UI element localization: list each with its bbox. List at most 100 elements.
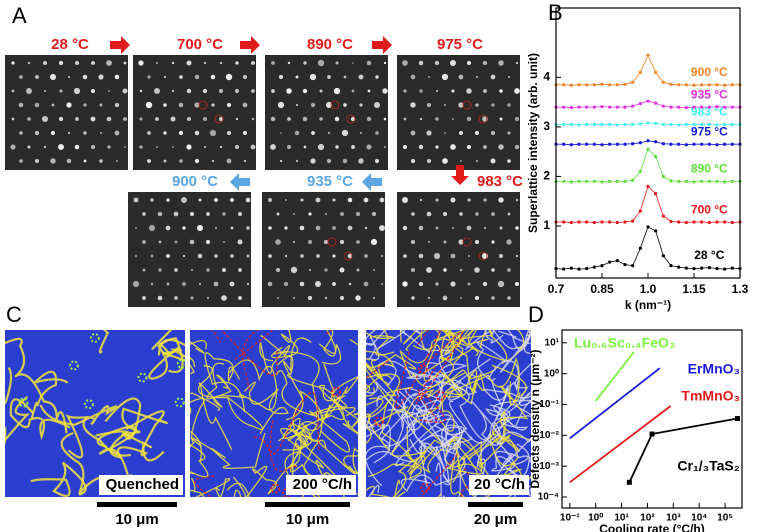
diffraction-spot xyxy=(355,295,361,301)
data-point xyxy=(631,142,635,146)
data-point xyxy=(631,219,635,223)
diffraction-spot xyxy=(403,117,407,121)
diffraction-spot xyxy=(410,158,416,164)
diffraction-spot xyxy=(230,198,234,202)
diffraction-spot xyxy=(426,102,432,108)
data-point xyxy=(707,265,711,270)
diffraction-spot xyxy=(442,158,448,164)
domain-wall xyxy=(485,330,518,350)
domain-wall xyxy=(14,345,68,434)
image-bg xyxy=(133,55,256,170)
panel-label: C xyxy=(6,302,22,327)
diffraction-spot xyxy=(203,61,207,65)
domain-wall xyxy=(275,369,351,453)
diffraction-spot xyxy=(482,116,488,122)
diffraction-spot xyxy=(316,254,320,258)
data-point xyxy=(707,83,711,87)
data-point xyxy=(585,83,589,87)
data-point xyxy=(600,143,604,147)
diffraction-spot xyxy=(165,225,171,231)
domain-wall xyxy=(394,418,463,467)
scale-bar xyxy=(97,502,177,507)
superlattice-marker xyxy=(478,251,488,261)
data-point xyxy=(730,122,734,127)
data-point xyxy=(577,123,581,127)
data-point xyxy=(600,104,604,109)
data-point xyxy=(608,83,612,87)
domain-wall xyxy=(198,365,264,430)
diffraction-spot xyxy=(515,226,519,230)
diffraction-spot xyxy=(514,116,520,122)
diffraction-spot xyxy=(426,130,432,136)
diffraction-spot xyxy=(214,254,218,258)
data-point xyxy=(654,155,658,159)
diffraction-spot xyxy=(280,132,282,134)
diffraction-spot xyxy=(450,281,456,287)
data-point xyxy=(585,179,589,183)
vortex-core xyxy=(417,364,428,375)
diffraction-spot xyxy=(83,103,87,107)
data-point xyxy=(600,220,604,224)
diffraction-spot xyxy=(277,101,285,109)
diffraction-spot xyxy=(206,212,210,216)
diffraction-spot xyxy=(299,225,305,231)
diffraction-spot xyxy=(451,226,455,230)
diffraction-spot xyxy=(211,159,215,163)
diffraction-spot xyxy=(418,225,424,231)
data-point xyxy=(623,179,627,183)
diffraction-spot xyxy=(314,280,322,288)
superlattice-marker xyxy=(330,100,340,110)
data-point xyxy=(692,266,696,271)
diffraction-spot xyxy=(467,282,471,286)
diffraction-spot xyxy=(339,267,345,273)
data-point xyxy=(669,105,673,109)
domain-wall xyxy=(318,330,342,365)
domain-wall xyxy=(260,330,299,357)
series-label: TmMnO₃ xyxy=(681,388,740,404)
y-tick-label: 10⁰ xyxy=(544,368,559,379)
diffraction-spot xyxy=(335,61,339,65)
data-point xyxy=(608,122,612,127)
y-tick-label: 10¹ xyxy=(545,337,560,348)
domain-wall xyxy=(198,382,246,451)
superlattice-marker xyxy=(462,237,472,247)
diffraction-spot xyxy=(267,197,273,203)
data-point xyxy=(707,105,711,109)
data-point xyxy=(585,142,589,146)
domain-wall xyxy=(190,364,221,411)
diffraction-spot xyxy=(474,267,480,273)
data-point xyxy=(715,123,719,127)
diffraction-spot xyxy=(74,144,80,150)
vortex-core xyxy=(68,360,79,371)
domain-wall xyxy=(377,330,461,392)
diffraction-spot xyxy=(444,132,446,134)
x-axis-label: Cooling rate (°C/h) xyxy=(599,522,704,532)
diffraction-spot xyxy=(482,60,488,66)
diffraction-spot xyxy=(428,241,430,243)
data-point xyxy=(592,142,596,146)
diffraction-spot xyxy=(324,296,328,300)
vortex-core xyxy=(270,483,281,494)
vortex-core xyxy=(331,386,342,397)
y-tick-label: 10⁻⁴ xyxy=(538,492,559,503)
diffraction-spot xyxy=(363,281,369,287)
diffraction-spot xyxy=(278,74,284,80)
diffraction-spot xyxy=(499,89,503,93)
diffraction-spot xyxy=(426,267,432,273)
diffraction-spot xyxy=(363,197,369,203)
diffraction-spot xyxy=(515,282,519,286)
diffraction-spot xyxy=(196,224,204,232)
domain-wall xyxy=(190,444,206,462)
diffraction-spot xyxy=(186,88,192,94)
diffraction-spot xyxy=(410,74,416,80)
data-point xyxy=(723,220,727,224)
diffraction-spot xyxy=(459,212,463,216)
domain-wall xyxy=(30,370,69,419)
diffraction-spot xyxy=(458,102,464,108)
domain-wall xyxy=(5,367,13,405)
series-label: 983 °C xyxy=(691,105,728,119)
image-bg xyxy=(397,55,520,170)
domain-wall xyxy=(190,397,205,475)
diffraction-spot xyxy=(178,102,184,108)
domain-wall xyxy=(190,341,205,368)
